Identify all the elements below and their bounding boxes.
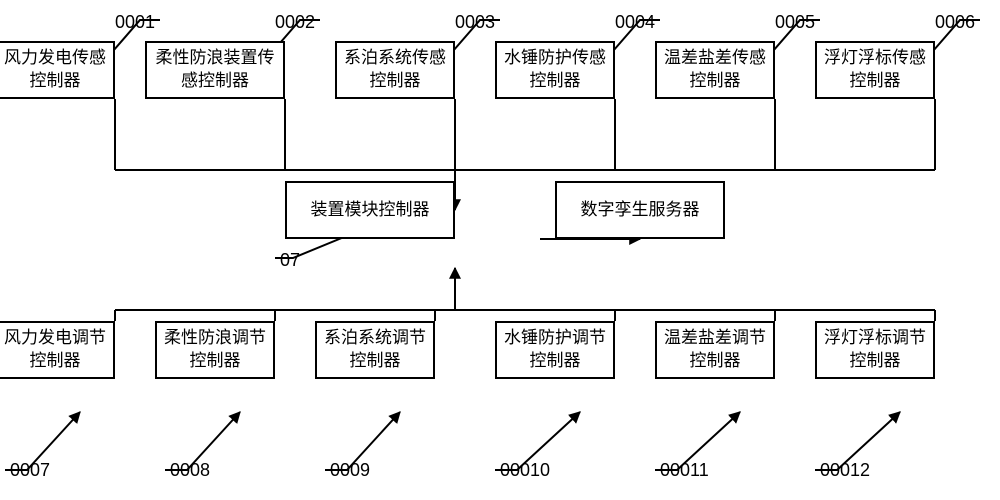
- callout-0007: 0007: [10, 460, 50, 481]
- node-tempsalt-reg: 温差盐差调节控制器: [655, 321, 775, 379]
- node-wind-reg: 风力发电调节控制器: [0, 321, 115, 379]
- callout-0001: 0001: [115, 12, 155, 33]
- callout-0002: 0002: [275, 12, 315, 33]
- node-text: 系泊系统调节控制器: [323, 327, 427, 373]
- node-text: 系泊系统传感控制器: [343, 47, 447, 93]
- node-waterhammer-sensor: 水锤防护传感控制器: [495, 41, 615, 99]
- callout-00010: 00010: [500, 460, 550, 481]
- node-digital-twin: 数字孪生服务器: [555, 181, 725, 239]
- node-text: 柔性防浪装置传感控制器: [153, 47, 277, 93]
- callout-0006: 0006: [935, 12, 975, 33]
- callout-07: 07: [280, 250, 300, 271]
- node-text: 柔性防浪调节控制器: [163, 327, 267, 373]
- node-mooring-sensor: 系泊系统传感控制器: [335, 41, 455, 99]
- node-text: 装置模块控制器: [311, 199, 430, 222]
- node-text: 风力发电传感控制器: [3, 47, 107, 93]
- node-mooring-reg: 系泊系统调节控制器: [315, 321, 435, 379]
- node-waterhammer-reg: 水锤防护调节控制器: [495, 321, 615, 379]
- node-text: 风力发电调节控制器: [3, 327, 107, 373]
- node-wind-sensor: 风力发电传感控制器: [0, 41, 115, 99]
- node-tempsalt-sensor: 温差盐差传感控制器: [655, 41, 775, 99]
- callout-00012: 00012: [820, 460, 870, 481]
- node-buoy-sensor: 浮灯浮标传感控制器: [815, 41, 935, 99]
- callout-0004: 0004: [615, 12, 655, 33]
- node-text: 水锤防护调节控制器: [503, 327, 607, 373]
- callout-00011: 00011: [660, 460, 709, 481]
- callout-0009: 0009: [330, 460, 370, 481]
- node-flex-wave-reg: 柔性防浪调节控制器: [155, 321, 275, 379]
- diagram-canvas: 风力发电传感控制器 柔性防浪装置传感控制器 系泊系统传感控制器 水锤防护传感控制…: [0, 0, 1000, 500]
- node-flex-wave-sensor: 柔性防浪装置传感控制器: [145, 41, 285, 99]
- callout-0005: 0005: [775, 12, 815, 33]
- node-text: 温差盐差调节控制器: [663, 327, 767, 373]
- callout-0003: 0003: [455, 12, 495, 33]
- node-text: 水锤防护传感控制器: [503, 47, 607, 93]
- node-text: 数字孪生服务器: [581, 199, 700, 222]
- callout-0008: 0008: [170, 460, 210, 481]
- node-text: 浮灯浮标调节控制器: [823, 327, 927, 373]
- node-buoy-reg: 浮灯浮标调节控制器: [815, 321, 935, 379]
- node-text: 温差盐差传感控制器: [663, 47, 767, 93]
- node-module-controller: 装置模块控制器: [285, 181, 455, 239]
- node-text: 浮灯浮标传感控制器: [823, 47, 927, 93]
